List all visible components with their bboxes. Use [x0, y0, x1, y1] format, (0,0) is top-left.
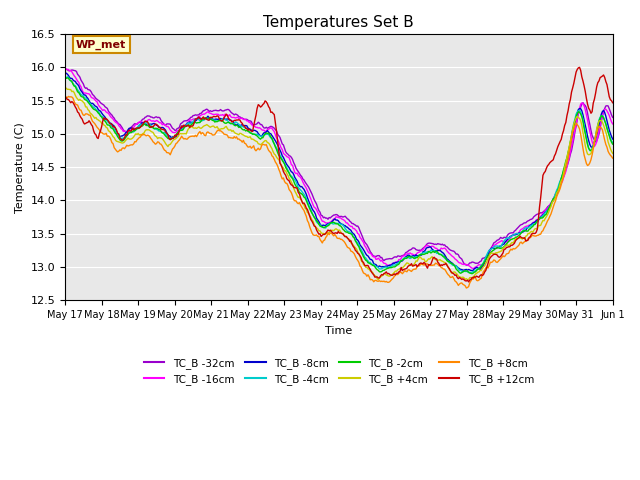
TC_B +12cm [292, 185, 300, 191]
TC_B -32cm [465, 262, 472, 267]
TC_B -16cm [561, 172, 568, 178]
TC_B +8cm [609, 156, 616, 161]
TC_B -16cm [395, 257, 403, 263]
Line: TC_B +12cm: TC_B +12cm [65, 67, 612, 282]
TC_B -8cm [463, 267, 471, 273]
TC_B -8cm [560, 170, 568, 176]
TC_B -8cm [232, 122, 239, 128]
TC_B -8cm [609, 136, 616, 142]
TC_B +8cm [394, 272, 401, 277]
Line: TC_B -2cm: TC_B -2cm [65, 78, 612, 274]
TC_B -4cm [467, 270, 475, 276]
TC_B -2cm [609, 141, 616, 147]
TC_B -8cm [367, 257, 375, 263]
TC_B -16cm [233, 115, 241, 120]
TC_B -8cm [61, 69, 69, 75]
TC_B +12cm [609, 100, 616, 106]
TC_B +4cm [396, 265, 404, 271]
TC_B +4cm [62, 85, 70, 91]
TC_B +8cm [463, 285, 470, 291]
TC_B -4cm [369, 262, 376, 267]
TC_B -4cm [395, 260, 403, 265]
TC_B +8cm [232, 135, 239, 141]
TC_B -2cm [367, 262, 375, 267]
TC_B +12cm [560, 128, 568, 133]
TC_B -16cm [62, 66, 70, 72]
TC_B -2cm [394, 262, 401, 268]
TC_B -8cm [467, 268, 475, 274]
TC_B -2cm [560, 167, 568, 173]
Line: TC_B +8cm: TC_B +8cm [65, 96, 612, 288]
TC_B +12cm [463, 277, 471, 283]
TC_B -2cm [61, 75, 69, 81]
TC_B -32cm [463, 262, 471, 268]
Y-axis label: Temperature (C): Temperature (C) [15, 122, 25, 213]
TC_B -16cm [469, 265, 477, 271]
X-axis label: Time: Time [325, 325, 353, 336]
Line: TC_B -32cm: TC_B -32cm [65, 69, 612, 265]
TC_B -16cm [293, 170, 301, 176]
TC_B +4cm [466, 275, 474, 280]
Legend: TC_B -32cm, TC_B -16cm, TC_B -8cm, TC_B -4cm, TC_B -2cm, TC_B +4cm, TC_B +8cm, T: TC_B -32cm, TC_B -16cm, TC_B -8cm, TC_B … [140, 353, 538, 389]
TC_B -16cm [61, 66, 69, 72]
TC_B +8cm [367, 276, 375, 282]
TC_B -32cm [232, 111, 239, 117]
TC_B +8cm [465, 284, 472, 289]
TC_B -16cm [465, 263, 472, 268]
TC_B +4cm [293, 193, 301, 199]
TC_B -16cm [609, 121, 616, 127]
Text: WP_met: WP_met [76, 39, 126, 49]
TC_B +4cm [61, 86, 69, 92]
Title: Temperatures Set B: Temperatures Set B [264, 15, 414, 30]
TC_B +12cm [576, 64, 584, 70]
TC_B -32cm [394, 253, 401, 259]
TC_B +4cm [369, 269, 376, 275]
TC_B -4cm [63, 74, 71, 80]
TC_B -2cm [463, 268, 471, 274]
TC_B +4cm [233, 131, 241, 136]
TC_B -8cm [394, 259, 401, 265]
TC_B -4cm [233, 120, 241, 125]
TC_B -8cm [292, 177, 300, 182]
TC_B +4cm [561, 164, 568, 170]
Line: TC_B -4cm: TC_B -4cm [65, 77, 612, 273]
TC_B +12cm [61, 94, 69, 99]
TC_B -32cm [609, 115, 616, 120]
Line: TC_B -8cm: TC_B -8cm [65, 72, 612, 271]
TC_B +8cm [560, 174, 568, 180]
TC_B +4cm [374, 277, 382, 283]
TC_B -4cm [293, 182, 301, 188]
TC_B -4cm [609, 140, 616, 145]
TC_B -2cm [232, 123, 239, 129]
Line: TC_B +4cm: TC_B +4cm [65, 88, 612, 280]
TC_B -32cm [292, 165, 300, 171]
TC_B -4cm [561, 165, 568, 170]
TC_B -32cm [560, 174, 568, 180]
TC_B +12cm [232, 118, 239, 123]
TC_B -32cm [367, 251, 375, 256]
TC_B +12cm [367, 269, 375, 275]
TC_B +12cm [394, 271, 401, 276]
TC_B +8cm [61, 94, 69, 99]
TC_B -16cm [369, 253, 376, 259]
TC_B +4cm [609, 151, 616, 156]
TC_B -32cm [61, 66, 69, 72]
TC_B -4cm [61, 75, 69, 81]
TC_B +12cm [465, 279, 472, 285]
Line: TC_B -16cm: TC_B -16cm [65, 69, 612, 268]
TC_B -2cm [468, 271, 476, 276]
TC_B -4cm [465, 270, 472, 276]
TC_B +8cm [292, 198, 300, 204]
TC_B -2cm [292, 183, 300, 189]
